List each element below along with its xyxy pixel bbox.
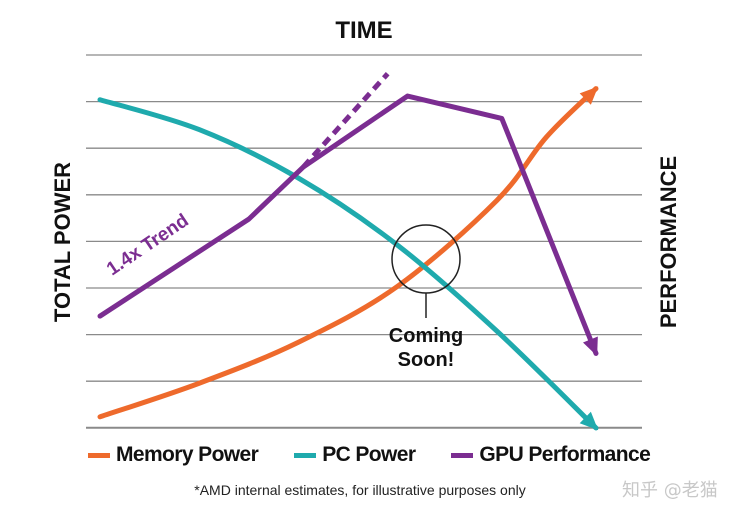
y-axis-label-right: PERFORMANCE — [656, 156, 681, 328]
legend-swatch-memory-power — [88, 453, 110, 458]
legend-item-memory-power: Memory Power — [88, 443, 258, 467]
legend-swatch-pc-power — [294, 453, 316, 458]
legend-item-pc-power: PC Power — [294, 443, 415, 467]
coming-soon-line-1: Coming — [389, 325, 463, 347]
legend-item-gpu-performance: GPU Performance — [451, 443, 650, 467]
series-layer — [100, 74, 598, 430]
legend: Memory Power PC Power GPU Performance — [88, 438, 688, 472]
legend-label-gpu-performance: GPU Performance — [479, 443, 650, 467]
legend-label-pc-power: PC Power — [322, 443, 415, 467]
series-line-pc-power — [100, 100, 596, 428]
coming-soon-line-2: Soon! — [398, 349, 455, 371]
chart-title: TIME — [335, 17, 392, 44]
watermark: 知乎 @老猫 — [622, 476, 718, 502]
legend-label-memory-power: Memory Power — [116, 443, 258, 467]
coming-soon-circle — [392, 225, 460, 293]
legend-swatch-gpu-performance — [451, 453, 473, 458]
footnote: *AMD internal estimates, for illustrativ… — [0, 482, 720, 498]
trend-annotation: 1.4x Trend — [103, 210, 193, 280]
y-axis-label-left: TOTAL POWER — [50, 162, 75, 322]
